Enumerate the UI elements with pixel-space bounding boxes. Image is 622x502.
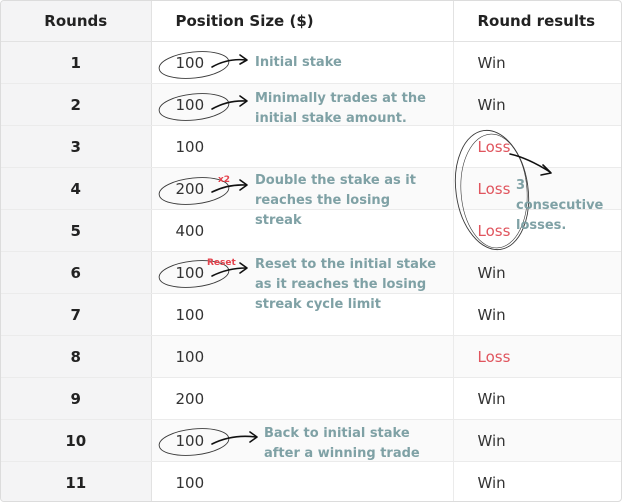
round-number: 3 — [1, 125, 152, 168]
header-round-results: Round results — [453, 1, 621, 42]
round-number: 11 — [1, 461, 152, 501]
round-result: Win — [453, 461, 621, 501]
round-result: Win — [453, 251, 621, 294]
position-size: 100 — [151, 293, 454, 336]
note-reset-stake: Reset to the initial stake as it reaches… — [255, 257, 437, 312]
table-header-row: Rounds Position Size ($) Round results — [1, 1, 621, 42]
table-row: 2 100 Win — [1, 83, 621, 126]
arrow-icon-losses — [509, 153, 551, 173]
note-consecutive-losses: 3 consecutive losses. — [516, 178, 604, 233]
round-number: 9 — [1, 377, 152, 420]
circle-mark-round-2 — [158, 93, 230, 121]
round-number: 5 — [1, 209, 152, 252]
table-row: 10 100 Win — [1, 419, 621, 462]
position-size: 200 — [151, 167, 454, 210]
table-row: 7 100 Win — [1, 293, 621, 336]
table-row: 11 100 Win — [1, 461, 621, 501]
table-row: 8 100 Loss — [1, 335, 621, 378]
round-number: 6 — [1, 251, 152, 294]
note-minimal-trades: Minimally trades at the initial stake am… — [255, 91, 426, 126]
round-result: Loss — [453, 125, 621, 168]
tag-x2: x2 — [218, 175, 231, 185]
table-row: 9 200 Win — [1, 377, 621, 420]
note-back-to-initial: Back to initial stake after a winning tr… — [264, 426, 420, 461]
round-result: Win — [453, 83, 621, 126]
arrow-icon-round-6 — [211, 267, 247, 277]
table-row: 5 400 Loss — [1, 209, 621, 252]
note-double-stake: Double the stake as it reaches the losin… — [255, 173, 416, 228]
round-number: 1 — [1, 41, 152, 84]
table-row: 4 200 Loss — [1, 167, 621, 210]
position-size: 100 — [151, 125, 454, 168]
round-result: Win — [453, 41, 621, 84]
position-size: 200 — [151, 377, 454, 420]
circle-mark-round-10 — [158, 428, 230, 456]
round-result: Loss — [453, 167, 621, 210]
arrow-icon-round-2 — [211, 100, 247, 110]
tag-reset: Reset — [207, 258, 236, 268]
round-result: Loss — [453, 335, 621, 378]
round-number: 4 — [1, 167, 152, 210]
round-result: Win — [453, 377, 621, 420]
arrow-icon-round-4 — [211, 184, 247, 193]
arrow-icon-round-10 — [211, 435, 257, 445]
position-size: 100 — [151, 461, 454, 501]
table-row: 3 100 Loss — [1, 125, 621, 168]
table-row: 1 100 Win — [1, 41, 621, 84]
header-rounds: Rounds — [1, 1, 152, 42]
round-result: Loss — [453, 209, 621, 252]
position-size: 400 — [151, 209, 454, 252]
round-result: Win — [453, 293, 621, 336]
position-size: 100 — [151, 335, 454, 378]
round-result: Win — [453, 419, 621, 462]
arrow-icon-round-1 — [211, 58, 247, 68]
round-number: 2 — [1, 83, 152, 126]
table-row: 6 100 Win — [1, 251, 621, 294]
header-position-size: Position Size ($) — [151, 1, 454, 42]
round-number: 10 — [1, 419, 152, 462]
round-number: 8 — [1, 335, 152, 378]
circle-mark-round-4 — [158, 177, 230, 205]
circle-mark-round-1 — [158, 51, 230, 79]
circle-mark-losses — [454, 129, 530, 251]
note-initial-stake: Initial stake — [255, 55, 342, 70]
round-number: 7 — [1, 293, 152, 336]
